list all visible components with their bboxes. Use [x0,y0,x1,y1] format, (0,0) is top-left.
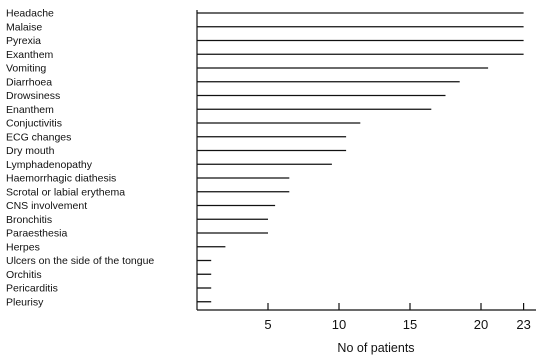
category-label: Bronchitis [6,214,52,226]
category-label: Drowsiness [6,90,60,102]
category-label: Dry mouth [6,145,55,157]
category-label: Malaise [6,21,42,33]
category-label: Headache [6,8,54,20]
category-label: Vomiting [6,63,46,75]
x-tick-label: 10 [332,317,346,332]
x-tick-label: 5 [264,317,271,332]
category-label: ECG changes [6,131,71,143]
category-label: Conjuctivitis [6,118,62,130]
x-axis-title: No of patients [337,341,414,355]
x-ticks-group: 5 10 15 20 23 [264,303,531,332]
category-label: Haemorrhagic diathesis [6,173,116,185]
category-label: Lymphadenopathy [6,159,93,171]
x-tick-label: 15 [403,317,417,332]
category-label: Orchitis [6,269,42,281]
category-label: Paraesthesia [6,228,67,240]
x-tick-label: 23 [516,317,530,332]
category-label: Ulcers on the side of the tongue [6,255,154,267]
category-label: Pericarditis [6,283,58,295]
category-label: Exanthem [6,49,54,61]
category-label: Pyrexia [6,35,41,47]
bars-group [197,12,524,303]
category-label: CNS involvement [6,200,87,212]
category-label: Herpes [6,241,40,253]
category-label: Scrotal or labial erythema [6,186,125,198]
x-tick-label: 20 [474,317,488,332]
category-label: Pleurisy [6,296,44,308]
category-label: Enanthem [6,104,54,116]
category-label: Diarrhoea [6,76,52,88]
